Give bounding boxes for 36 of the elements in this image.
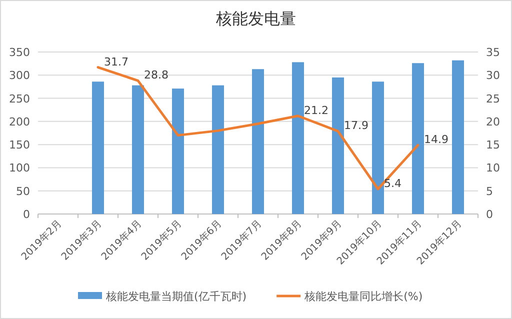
y-tick-label: 250 (9, 92, 30, 106)
bar (372, 82, 384, 214)
y2-tick-label: 30 (486, 69, 500, 82)
bar (132, 85, 144, 214)
y-tick-label: 350 (9, 46, 30, 59)
y-tick-label: 50 (16, 184, 30, 198)
data-label: 31.7 (104, 55, 128, 68)
y2-tick-label: 25 (486, 92, 500, 106)
bar (252, 69, 264, 214)
data-label: 5.4 (384, 177, 402, 190)
y2-tick-label: 35 (486, 46, 500, 59)
y2-tick-label: 5 (486, 184, 493, 198)
legend-label: 核能发电量当期值(亿千瓦时) (105, 290, 247, 303)
y-tick-label: 200 (9, 115, 30, 128)
data-label: 28.8 (144, 68, 168, 82)
bar (452, 60, 464, 214)
data-label: 21.2 (304, 104, 328, 117)
legend-label: 核能发电量同比增长(%) (304, 290, 423, 303)
chart-title: 核能发电量 (215, 9, 296, 28)
y2-tick-label: 15 (486, 138, 500, 152)
y-tick-label: 300 (9, 69, 30, 82)
bar (332, 77, 344, 214)
data-label: 17.9 (344, 119, 368, 132)
y2-tick-label: 20 (486, 115, 500, 128)
line-series (96, 66, 420, 190)
y-tick-label: 0 (23, 208, 30, 221)
bar (412, 63, 424, 214)
bar (92, 82, 104, 214)
y-tick-label: 100 (9, 162, 30, 175)
bar (212, 85, 224, 214)
data-label: 14.9 (424, 133, 448, 146)
y2-tick-label: 0 (486, 208, 493, 221)
bar (292, 62, 304, 214)
y2-tick-label: 10 (486, 162, 500, 175)
y-tick-label: 150 (9, 138, 30, 152)
bar (172, 88, 184, 214)
